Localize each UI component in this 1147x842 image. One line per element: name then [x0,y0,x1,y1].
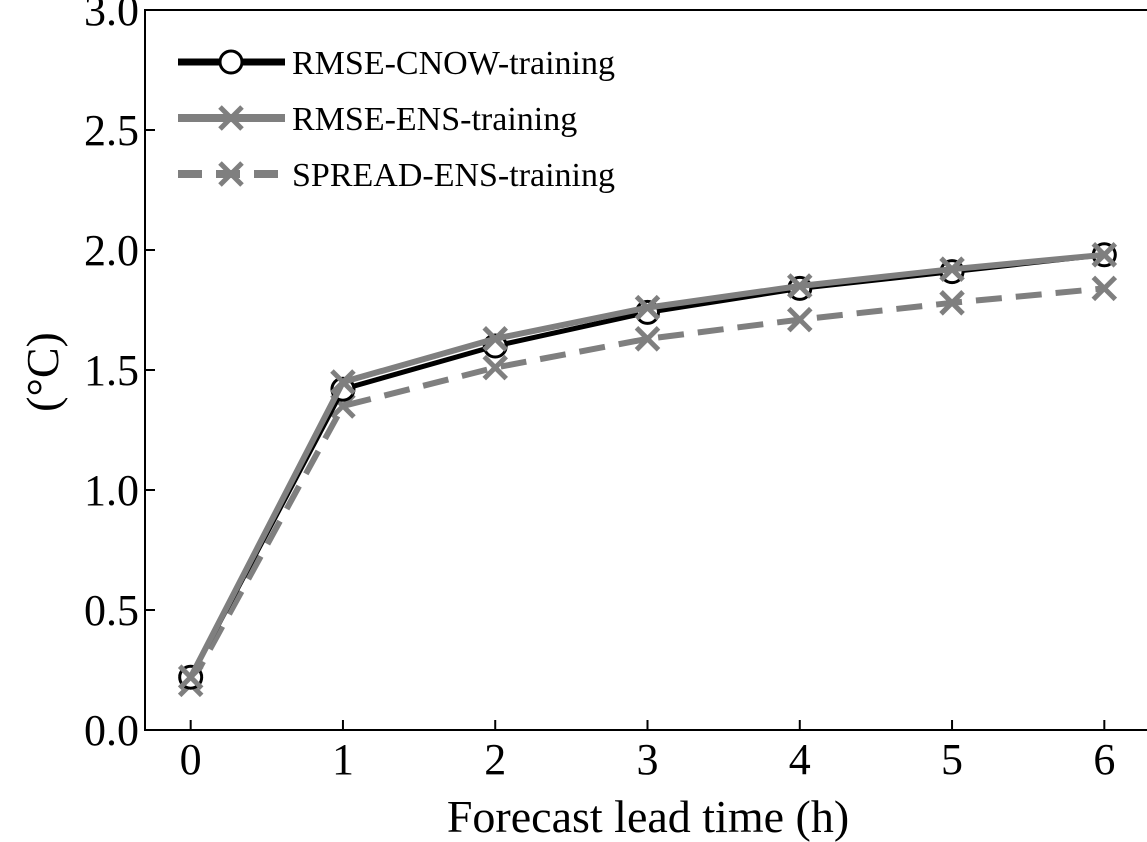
x-tick-label: 2 [484,735,506,784]
data-point-rmse-ens-training [787,273,813,299]
data-point-spread-ens-training [482,354,508,381]
x-tick-label: 1 [332,735,354,784]
x-tick-label: 4 [789,735,811,784]
y-tick-label: 1.5 [84,346,139,395]
data-point-spread-ens-training [634,326,661,352]
series-layer [177,242,1118,698]
y-tick-label: 3.0 [84,0,139,35]
data-point-spread-ens-training [939,290,965,316]
x-tick-label: 0 [180,735,202,784]
x-tick-label: 6 [1093,735,1115,784]
x-axis-label: Forecast lead time (h) [447,791,849,842]
data-point-rmse-ens-training [634,294,661,321]
y-tick-label: 2.0 [84,226,139,275]
series-line-spread-ens-training [188,285,1105,686]
y-axis: 0.0 0.5 1.0 1.5 2.0 2.5 3.0 [84,0,155,755]
y-tick-label: 2.5 [84,106,139,155]
legend-label: RMSE-CNOW-training [292,45,615,82]
x-axis: 0 1 2 3 4 5 6 [180,720,1115,784]
legend-marker [218,161,244,187]
data-point-rmse-ens-training [939,256,965,282]
data-point-spread-ens-training [1091,275,1118,302]
data-point-rmse-ens-training [177,664,204,690]
data-point-rmse-ens-training [330,369,356,395]
y-tick-label: 1.0 [84,466,139,515]
legend-marker [218,49,244,75]
legend: RMSE-CNOW-training RMSE-ENS-training SPREA… [178,45,615,194]
x-tick-label: 5 [941,735,963,784]
data-point-spread-ens-training [787,306,813,333]
y-axis-label: (°C) [17,332,68,412]
legend-label: RMSE-ENS-training [292,101,577,138]
y-tick-label: 0.5 [84,586,139,635]
y-tick-label: 0.0 [84,706,139,755]
legend-marker [218,105,244,131]
data-point-rmse-ens-training [482,326,508,352]
legend-label: SPREAD-ENS-training [292,157,615,194]
x-tick-label: 3 [637,735,659,784]
data-point-rmse-ens-training [1091,242,1118,268]
